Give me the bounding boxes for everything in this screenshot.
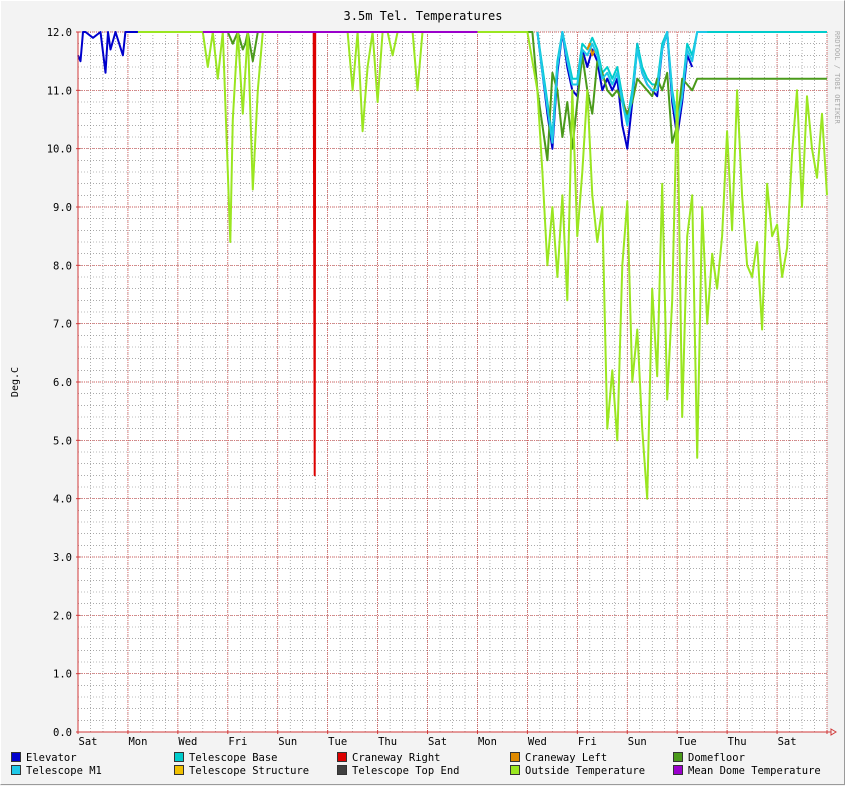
chart-title: 3.5m Tel. Temperatures (344, 9, 503, 23)
major-grid (77, 31, 828, 733)
legend-item: Telescope Base (174, 752, 278, 765)
x-tick-label: Mon (478, 736, 497, 748)
legend-swatch (510, 752, 520, 762)
series-layer (77, 31, 828, 500)
watermark: RRDTOOL / TOBI OETIKER (833, 31, 841, 125)
x-tick-labels: Sat Mon Wed Fri Sun Tue Thu Sat Mon Wed Fri Sun Tue T… (79, 736, 797, 748)
y-tick-label: 1.0 (53, 669, 72, 681)
y-tick-label: 9.0 (53, 202, 72, 214)
x-tick-label: Sat (778, 736, 797, 748)
legend-item: Telescope Top End (337, 765, 459, 778)
x-tick-label: Sun (628, 736, 647, 748)
legend-item: Outside Temperature (510, 765, 645, 778)
legend-row: Telescope M1 Telescope Structure Telescope… (11, 765, 841, 778)
legend-item: Craneway Right (337, 752, 441, 765)
x-tick-label: Tue (678, 736, 697, 748)
legend-label: Telescope Top End (352, 765, 460, 777)
x-tick-label: Thu (728, 736, 747, 748)
legend-label: Telescope M1 (26, 765, 102, 777)
legend-swatch (337, 752, 347, 762)
axes (76, 31, 837, 736)
x-tick-label: Sat (428, 736, 447, 748)
legend: Elevator Telescope Base Craneway Right Cran… (11, 752, 841, 778)
legend-swatch (510, 765, 520, 775)
legend-label: Domefloor (688, 752, 745, 764)
x-tick-label: Wed (178, 736, 197, 748)
series-line (586, 42, 596, 57)
y-tick-label: 3.0 (53, 552, 72, 564)
x-tick-label: Mon (128, 736, 147, 748)
legend-label: Elevator (26, 752, 77, 764)
y-tick-label: 5.0 (53, 435, 72, 447)
legend-swatch (673, 765, 683, 775)
legend-swatch (11, 765, 21, 775)
x-tick-label: Fri (578, 736, 597, 748)
x-tick-label: Wed (528, 736, 547, 748)
legend-item: Telescope Structure (174, 765, 309, 778)
legend-label: Telescope Structure (189, 765, 310, 777)
y-axis-label: Deg.C (10, 367, 21, 397)
legend-label: Telescope Base (189, 752, 278, 764)
y-tick-label: 6.0 (53, 377, 72, 389)
y-tick-label: 12.0 (47, 27, 72, 39)
x-tick-label: Sat (79, 736, 98, 748)
x-tick-label: Thu (378, 736, 397, 748)
x-tick-label: Sun (278, 736, 297, 748)
legend-item: Craneway Left (510, 752, 607, 765)
x-tick-label: Tue (328, 736, 347, 748)
y-tick-label: 2.0 (53, 610, 72, 622)
x-axis-arrow (830, 728, 837, 736)
legend-item: Domefloor (673, 752, 745, 765)
y-tick-label: 10.0 (47, 144, 72, 156)
legend-item: Telescope M1 (11, 765, 102, 778)
legend-swatch (174, 752, 184, 762)
legend-item: Mean Dome Temperature (673, 765, 821, 778)
legend-row: Elevator Telescope Base Craneway Right Cran… (11, 752, 841, 765)
legend-swatch (673, 752, 683, 762)
y-tick-label: 7.0 (53, 319, 72, 331)
y-tick-label: 4.0 (53, 494, 72, 506)
y-tick-label: 11.0 (47, 85, 72, 97)
y-tick-labels: 0.0 1.0 2.0 3.0 4.0 5.0 6.0 7.0 8.0 9.0 10.0 11.0 12… (47, 27, 72, 739)
legend-label: Craneway Left (525, 752, 608, 764)
y-tick-label: 0.0 (53, 727, 72, 739)
legend-label: Outside Temperature (525, 765, 646, 777)
x-tick-label: Fri (228, 736, 247, 748)
legend-swatch (174, 765, 184, 775)
legend-swatch (337, 765, 347, 775)
legend-swatch (11, 752, 21, 762)
series-line (536, 31, 708, 144)
y-tick-label: 8.0 (53, 260, 72, 272)
legend-label: Mean Dome Temperature (688, 765, 821, 777)
legend-label: Craneway Right (352, 752, 441, 764)
legend-item: Elevator (11, 752, 77, 765)
